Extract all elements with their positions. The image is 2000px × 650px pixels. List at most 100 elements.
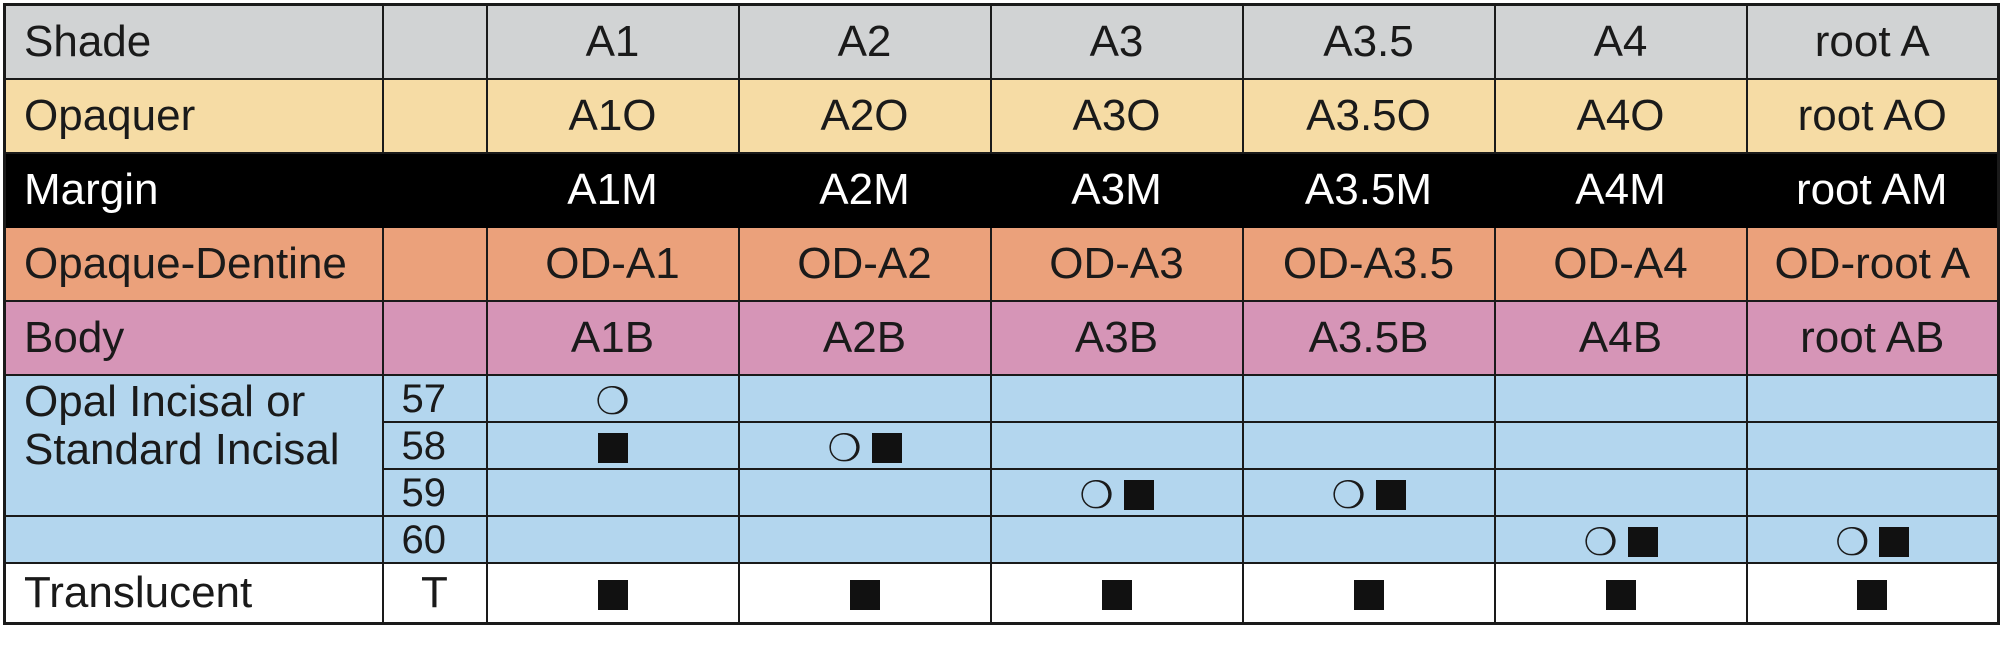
opaque-dentine-cell: OD-root A: [1745, 226, 2000, 302]
margin-cell: A3.5M: [1242, 152, 1495, 228]
code-cell: T: [381, 562, 488, 625]
incisal-row-59: 59 ❍ ❍: [5, 468, 2000, 517]
incisal-mark-cell: ❍: [737, 421, 992, 470]
incisal-number: 57: [381, 374, 488, 423]
translucent-mark-cell: [1745, 562, 2000, 625]
incisal-row-58: 58 ❍: [5, 421, 2000, 470]
incisal-mark-cell: [485, 515, 740, 564]
translucent-mark-cell: [485, 562, 740, 625]
shade-cell: A2: [737, 3, 992, 80]
opaque-dentine-cell: OD-A4: [1493, 226, 1748, 302]
filled-square-icon: [1353, 580, 1384, 611]
filled-square-icon: [871, 432, 902, 463]
margin-cell: A2M: [738, 152, 991, 228]
crescent-circle-icon: ❍: [595, 378, 630, 422]
filled-square-icon: [1375, 479, 1406, 510]
body-cell: A3B: [989, 300, 1244, 376]
opaquer-cell: root AO: [1745, 78, 2000, 154]
filled-square-icon: [1123, 479, 1154, 510]
incisal-mark-cell: [989, 421, 1244, 470]
blank-label-cell: [3, 515, 384, 564]
opaque-dentine-cell: OD-A2: [737, 226, 992, 302]
incisal-mark-cell: [1241, 421, 1496, 470]
row-label: Opaque-Dentine: [3, 226, 384, 302]
code-cell: [381, 300, 488, 376]
incisal-number: 58: [381, 421, 488, 470]
incisal-mark-cell: ❍: [1493, 515, 1748, 564]
row-label: Translucent: [3, 562, 384, 625]
row-label: Opaquer: [3, 78, 384, 154]
incisal-mark-cell: [1745, 421, 2000, 470]
translucent-row: Translucent T: [3, 562, 2000, 625]
body-cell: root AB: [1745, 300, 2000, 376]
opaque-dentine-row: Opaque-Dentine OD-A1 OD-A2 OD-A3 OD-A3.5…: [3, 226, 2000, 302]
filled-square-icon: [1605, 580, 1636, 611]
incisal-mark-cell: [989, 515, 1244, 564]
incisal-mark-cell: [737, 515, 992, 564]
crescent-circle-icon: ❍: [1079, 472, 1114, 516]
filled-square-icon: [849, 580, 880, 611]
opaquer-cell: A4O: [1493, 78, 1748, 154]
translucent-mark-cell: [1241, 562, 1496, 625]
shade-cell: A4: [1493, 3, 1748, 80]
incisal-mark-cell: [1745, 374, 2000, 423]
row-label: Body: [3, 300, 384, 376]
incisal-mark-cell: [989, 374, 1244, 423]
incisal-mark-cell: ❍: [485, 374, 740, 423]
incisal-row-57: Opal Incisal or Standard Incisal 57 ❍: [3, 374, 2000, 517]
incisal-label: Opal Incisal or Standard Incisal: [3, 374, 384, 517]
incisal-mark-cell: [485, 468, 740, 517]
opaquer-cell: A3.5O: [1241, 78, 1496, 154]
incisal-mark-cell: [737, 374, 992, 423]
code-cell: [381, 3, 488, 80]
incisal-mark-cell: ❍: [989, 468, 1244, 517]
margin-cell: A4M: [1494, 152, 1747, 228]
crescent-circle-icon: ❍: [1331, 472, 1366, 516]
row-label: Margin: [4, 152, 383, 228]
translucent-mark-cell: [1493, 562, 1748, 625]
code-cell: [382, 152, 487, 228]
shade-cell: root A: [1745, 3, 2000, 80]
incisal-number: 60: [381, 515, 488, 564]
opaque-dentine-cell: OD-A3.5: [1241, 226, 1496, 302]
margin-cell: A1M: [486, 152, 739, 228]
incisal-mark-cell: [1745, 468, 2000, 517]
body-row: Body A1B A2B A3B A3.5B A4B root AB: [3, 300, 2000, 376]
incisal-row-60: 60 ❍ ❍: [3, 515, 2000, 564]
margin-cell: A3M: [990, 152, 1243, 228]
shade-table: Shade A1 A2 A3 A3.5 A4 root A Opaquer A1…: [3, 3, 2000, 625]
incisal-mark-cell: [1493, 421, 1748, 470]
row-label: Shade: [3, 3, 384, 80]
incisal-mark-cell: [1241, 374, 1496, 423]
crescent-circle-icon: ❍: [1583, 519, 1618, 563]
body-cell: A1B: [485, 300, 740, 376]
incisal-number: 59: [381, 468, 488, 517]
opaquer-cell: A3O: [989, 78, 1244, 154]
opaque-dentine-cell: OD-A3: [989, 226, 1244, 302]
incisal-mark-cell: [1493, 374, 1748, 423]
incisal-mark-cell: [1241, 515, 1496, 564]
incisal-mark-cell: [1493, 468, 1748, 517]
translucent-mark-cell: [737, 562, 992, 625]
translucent-mark-cell: [989, 562, 1244, 625]
incisal-mark-cell: ❍: [1745, 515, 2000, 564]
opaque-dentine-cell: OD-A1: [485, 226, 740, 302]
filled-square-icon: [597, 580, 628, 611]
shade-cell: A3: [989, 3, 1244, 80]
incisal-mark-cell: [485, 421, 740, 470]
filled-square-icon: [1857, 580, 1888, 611]
crescent-circle-icon: ❍: [1835, 519, 1870, 563]
shade-cell: A1: [485, 3, 740, 80]
shade-row: Shade A1 A2 A3 A3.5 A4 root A: [3, 3, 2000, 80]
opaquer-cell: A2O: [737, 78, 992, 154]
filled-square-icon: [1101, 580, 1132, 611]
body-cell: A2B: [737, 300, 992, 376]
body-cell: A3.5B: [1241, 300, 1496, 376]
body-cell: A4B: [1493, 300, 1748, 376]
margin-row: Margin A1M A2M A3M A3.5M A4M root AM: [4, 152, 1999, 228]
opaquer-cell: A1O: [485, 78, 740, 154]
filled-square-icon: [597, 432, 628, 463]
incisal-mark-cell: ❍: [1241, 468, 1496, 517]
crescent-circle-icon: ❍: [827, 425, 862, 469]
code-cell: [381, 226, 488, 302]
